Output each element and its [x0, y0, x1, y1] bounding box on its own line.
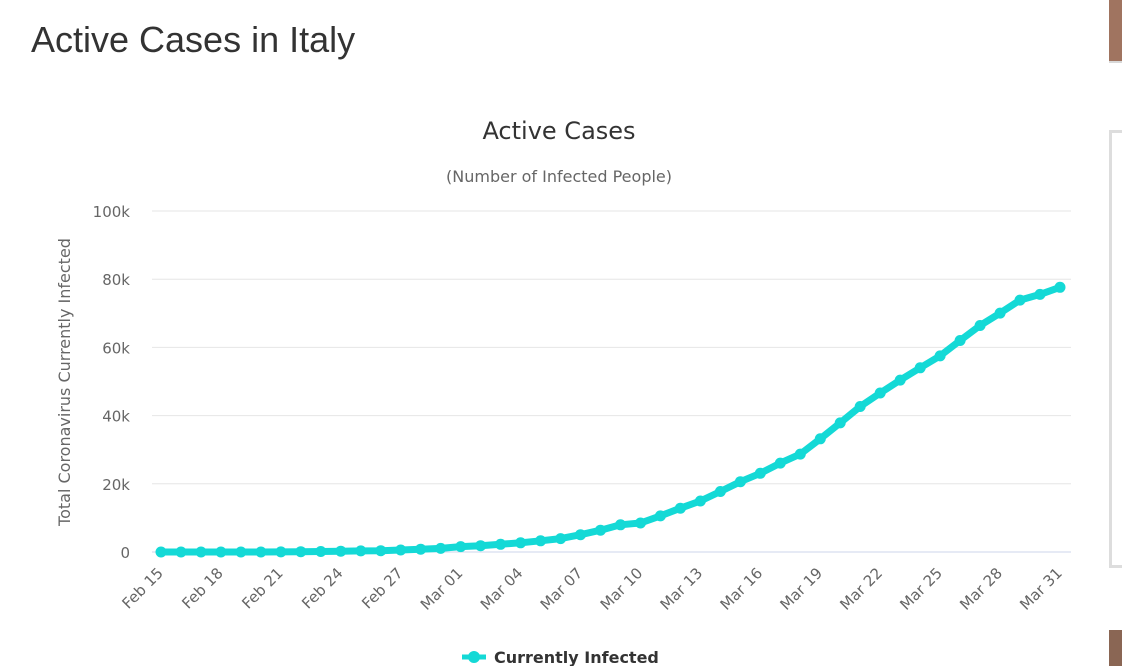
y-tick-label: 100k: [93, 203, 131, 221]
data-point[interactable]: [934, 350, 946, 362]
x-tick-label: Feb 18: [178, 564, 226, 612]
data-point[interactable]: [954, 335, 966, 346]
data-point[interactable]: [295, 546, 307, 558]
x-tick-label: Mar 10: [597, 564, 647, 614]
series-currently-infected[interactable]: [155, 281, 1066, 558]
data-point[interactable]: [1054, 281, 1066, 293]
data-point[interactable]: [155, 546, 167, 558]
data-point[interactable]: [794, 448, 806, 460]
data-point[interactable]: [994, 307, 1006, 319]
grid-lines: [152, 210, 1071, 553]
data-point[interactable]: [395, 544, 407, 556]
legend-series-marker: [468, 651, 480, 663]
data-point[interactable]: [175, 546, 187, 558]
data-point[interactable]: [515, 537, 527, 549]
page-title: Active Cases in Italy: [31, 19, 356, 60]
x-tick-label: Feb 27: [358, 564, 406, 612]
x-tick-label: Mar 31: [1016, 564, 1066, 614]
sidebar-panel: [1109, 130, 1122, 568]
data-point[interactable]: [235, 546, 247, 558]
x-tick-label: Mar 19: [776, 564, 826, 614]
x-tick-label: Mar 28: [956, 564, 1006, 614]
data-point[interactable]: [375, 545, 387, 557]
data-point[interactable]: [635, 517, 646, 529]
data-point[interactable]: [195, 546, 207, 558]
x-tick-label: Mar 04: [477, 564, 527, 614]
data-point[interactable]: [694, 495, 706, 507]
y-axis-ticks: 0 20k 40k 60k 80k 100k: [93, 203, 131, 562]
x-tick-label: Mar 07: [537, 564, 587, 614]
chart-title: Active Cases: [482, 117, 635, 145]
y-tick-label: 40k: [102, 408, 130, 426]
y-tick-label: 80k: [102, 271, 130, 289]
chart-subtitle: (Number of Infected People): [446, 167, 672, 186]
data-point[interactable]: [834, 417, 846, 429]
data-point[interactable]: [455, 541, 467, 553]
x-tick-label: Mar 16: [717, 564, 767, 614]
data-point[interactable]: [814, 433, 826, 445]
legend[interactable]: Currently Infected: [462, 648, 659, 666]
data-point[interactable]: [974, 320, 986, 331]
data-point[interactable]: [615, 519, 626, 531]
data-point[interactable]: [495, 538, 507, 550]
data-point[interactable]: [874, 387, 886, 399]
x-tick-label: Mar 22: [836, 564, 886, 614]
y-tick-label: 60k: [102, 339, 130, 357]
data-point[interactable]: [754, 467, 766, 479]
data-point[interactable]: [914, 362, 926, 374]
y-tick-label: 0: [120, 544, 130, 562]
series-line: [157, 283, 1064, 556]
data-point[interactable]: [255, 546, 267, 558]
data-point[interactable]: [854, 401, 866, 412]
data-point[interactable]: [595, 524, 606, 536]
data-point[interactable]: [355, 545, 367, 557]
x-tick-label: Feb 24: [298, 564, 346, 612]
sidebar-thumbnail-top[interactable]: [1109, 0, 1122, 63]
data-point[interactable]: [275, 546, 287, 558]
data-point[interactable]: [575, 529, 586, 541]
data-point[interactable]: [435, 542, 447, 554]
x-tick-label: Feb 21: [238, 564, 286, 612]
data-point[interactable]: [555, 533, 567, 545]
data-point[interactable]: [774, 457, 786, 469]
legend-label[interactable]: Currently Infected: [494, 648, 659, 666]
data-point[interactable]: [535, 535, 547, 547]
data-point[interactable]: [1034, 288, 1046, 300]
data-point[interactable]: [654, 510, 666, 522]
y-axis-title: Total Coronavirus Currently Infected: [55, 238, 74, 527]
sidebar-thumbnail-bottom[interactable]: [1109, 630, 1122, 666]
data-point[interactable]: [415, 543, 427, 555]
y-tick-label: 20k: [102, 476, 130, 494]
data-point[interactable]: [714, 486, 726, 497]
data-point[interactable]: [1014, 294, 1026, 306]
x-tick-label: Mar 25: [896, 564, 946, 614]
data-point[interactable]: [315, 546, 327, 557]
data-point[interactable]: [894, 374, 906, 386]
data-point[interactable]: [674, 502, 686, 514]
data-point[interactable]: [734, 476, 746, 488]
x-tick-label: Mar 13: [657, 564, 707, 614]
x-tick-label: Feb 15: [118, 564, 166, 612]
data-point[interactable]: [215, 546, 227, 558]
x-axis-ticks: Feb 15 Feb 18 Feb 21 Feb 24 Feb 27 Mar 01 Mar …: [118, 564, 1065, 614]
data-point[interactable]: [475, 540, 487, 552]
data-point[interactable]: [335, 545, 347, 557]
x-tick-label: Mar 01: [417, 564, 467, 614]
